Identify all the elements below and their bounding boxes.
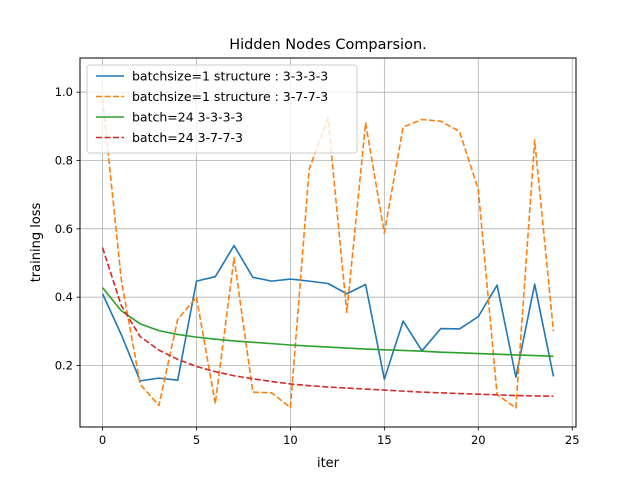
x-axis-label: iter [317, 456, 340, 471]
series-line-4 [101, 247, 554, 398]
x-tick-label: 25 [565, 433, 580, 447]
legend-box [86, 64, 358, 154]
x-tick-label: 0 [99, 433, 106, 447]
chart-title: Hidden Nodes Comparsion. [229, 37, 427, 53]
y-tick-label: 0.4 [55, 290, 73, 304]
y-axis-ticks: 0.2 0.4 0.6 0.8 1.0 [55, 85, 80, 373]
x-axis-ticks: 0 5 10 15 20 25 [99, 427, 580, 447]
legend-label: batch=24 3-7-7-3 [132, 130, 243, 145]
x-tick-label: 20 [471, 433, 486, 447]
legend: batchsize=1 structure : 3-3-3-3 batchsize… [86, 64, 358, 154]
y-tick-label: 0.6 [55, 222, 73, 236]
legend-label: batchsize=1 structure : 3-7-7-3 [132, 89, 328, 104]
y-axis-label: training loss [29, 202, 44, 282]
legend-label: batch=24 3-3-3-3 [132, 110, 243, 125]
y-tick-label: 0.2 [55, 359, 73, 373]
x-tick-label: 5 [193, 433, 200, 447]
x-tick-label: 15 [377, 433, 392, 447]
x-tick-label: 10 [283, 433, 298, 447]
series-line-3 [101, 287, 554, 358]
plot-area-frame [79, 57, 577, 428]
legend-label: batchsize=1 structure : 3-3-3-3 [132, 69, 328, 84]
y-tick-label: 1.0 [55, 85, 73, 99]
y-tick-label: 0.8 [55, 154, 73, 168]
series-line-1 [101, 244, 555, 382]
